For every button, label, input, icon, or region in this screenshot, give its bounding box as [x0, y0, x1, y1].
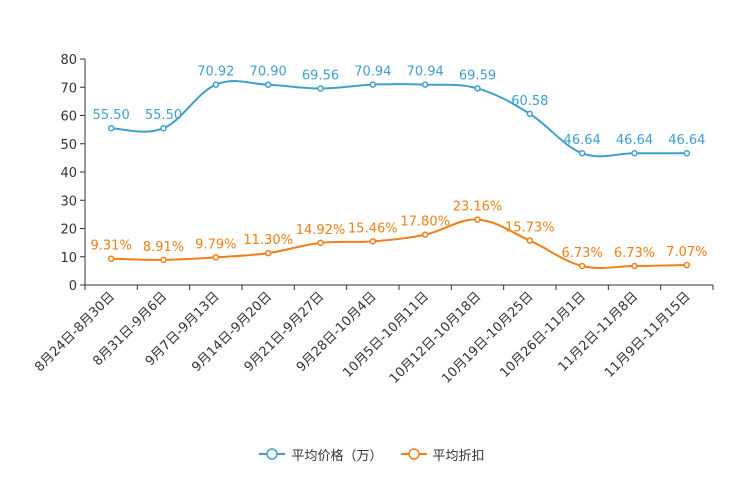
data-point: [317, 239, 324, 247]
data-point: [160, 124, 167, 132]
data-point: [212, 254, 220, 261]
data-point: [421, 81, 429, 88]
data-label: 23.16%: [453, 200, 503, 215]
data-label: 17.80%: [400, 215, 450, 230]
data-label: 70.94: [407, 65, 444, 80]
data-point: [631, 262, 638, 270]
series-line-1: [111, 218, 687, 270]
data-label: 15.46%: [348, 221, 398, 236]
data-label: 46.64: [668, 133, 705, 148]
data-point: [683, 261, 691, 269]
legend-item-price[interactable]: 平均价格（万）: [259, 444, 383, 464]
data-point: [264, 249, 272, 257]
legend-label-discount: 平均折扣: [432, 448, 485, 464]
data-label: 55.50: [145, 108, 182, 123]
y-tick-label: 20: [60, 223, 77, 238]
data-point: [317, 85, 324, 92]
data-label: 70.90: [250, 65, 287, 80]
data-label: 11.30%: [243, 233, 293, 248]
data-point: [631, 149, 638, 157]
y-tick-label: 80: [60, 53, 77, 68]
data-point: [578, 262, 586, 270]
data-point: [474, 85, 481, 92]
data-point: [526, 110, 534, 118]
data-point: [212, 81, 220, 88]
data-point: [683, 149, 691, 157]
data-label: 70.92: [197, 65, 234, 80]
data-label: 9.31%: [91, 239, 132, 254]
y-tick-label: 10: [60, 251, 77, 266]
data-point: [474, 216, 481, 223]
data-label: 15.73%: [505, 221, 555, 236]
legend-line-circle-icon: [400, 448, 427, 460]
series-points: [107, 81, 691, 270]
data-label: 6.73%: [614, 246, 655, 261]
data-label: 46.64: [616, 133, 653, 148]
data-point: [369, 81, 377, 88]
legend-line-circle-icon: [259, 448, 286, 460]
y-tick-label: 40: [60, 166, 77, 181]
data-label: 70.94: [354, 65, 391, 80]
axes: 010203040506070808月24日-8月30日8月31日-9月6日9月…: [32, 53, 714, 387]
data-label: 8.91%: [143, 240, 184, 255]
data-label: 14.92%: [296, 223, 346, 238]
data-point: [160, 256, 167, 264]
data-point: [107, 255, 115, 262]
data-label: 6.73%: [562, 246, 603, 261]
y-tick-label: 0: [69, 279, 77, 294]
data-point: [264, 81, 272, 88]
legend-label-price: 平均价格（万）: [291, 448, 383, 464]
legend: 平均价格（万） 平均折扣: [0, 444, 744, 464]
data-label: 46.64: [564, 133, 601, 148]
y-tick-label: 50: [60, 138, 77, 153]
data-label: 69.59: [459, 68, 496, 83]
data-point: [526, 237, 534, 244]
data-label: 7.07%: [666, 245, 707, 260]
y-tick-label: 70: [60, 81, 77, 96]
data-label: 55.50: [93, 108, 130, 123]
x-tick-label: 10月19日-10月25日: [439, 289, 536, 386]
data-point: [578, 149, 586, 157]
y-tick-label: 30: [60, 194, 77, 209]
legend-item-discount[interactable]: 平均折扣: [400, 444, 485, 464]
data-label: 69.56: [302, 68, 339, 83]
data-labels: 55.50 55.50 70.92 70.90 69.56 70.94 70.94 69.59…: [91, 65, 708, 261]
data-label: 60.58: [511, 94, 548, 109]
data-label: 9.79%: [195, 237, 236, 252]
data-point: [369, 238, 377, 245]
data-point: [421, 231, 429, 238]
y-tick-label: 60: [60, 110, 77, 125]
x-tick-label: 10月12日-10月18日: [387, 289, 484, 386]
data-point: [107, 124, 115, 132]
